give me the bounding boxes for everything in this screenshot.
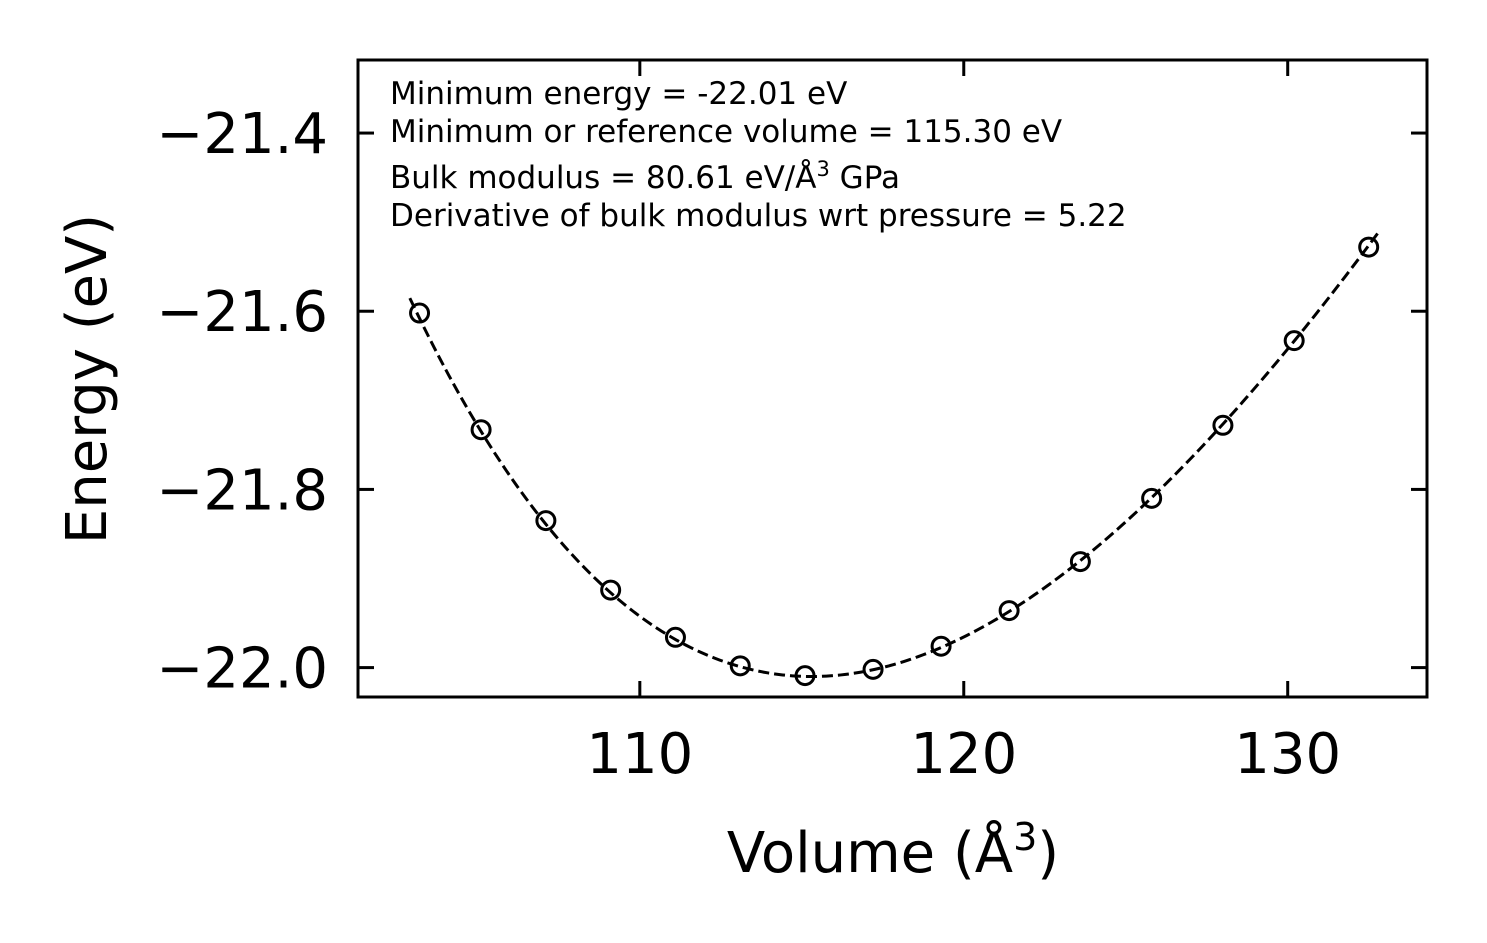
y-axis-label: Energy (eV) (55, 214, 120, 544)
plot-marks (408, 231, 1380, 687)
ticks (358, 60, 1427, 697)
annotation-ref-volume: Minimum or reference volume = 115.30 eV (390, 114, 1062, 150)
y-tick-label: −21.6 (156, 280, 328, 345)
annotation-min-energy: Minimum energy = -22.01 eV (390, 76, 847, 112)
data-point (1283, 330, 1305, 352)
plot-frame (356, 58, 1429, 699)
data-point (535, 510, 557, 532)
data-point (1141, 487, 1163, 509)
x-tick-label: 120 (910, 722, 1017, 787)
annotation-bulk-derivative: Derivative of bulk modulus wrt pressure … (390, 198, 1127, 234)
data-point (1069, 551, 1091, 573)
y-tick-label: −21.8 (156, 458, 328, 523)
x-tick-label: 110 (586, 722, 693, 787)
data-point (998, 600, 1020, 622)
data-point (470, 419, 492, 441)
x-tick-label: 130 (1234, 722, 1341, 787)
data-point (1358, 236, 1380, 258)
data-point (409, 302, 431, 324)
x-axis-label: Volume (Å3) (727, 815, 1059, 886)
data-point (729, 655, 751, 677)
data-point (1212, 414, 1234, 436)
data-point (664, 626, 686, 648)
data-point (794, 665, 816, 687)
annotation-bulk-modulus: Bulk modulus = 80.61 eV/Å3 GPa (390, 157, 900, 196)
y-tick-label: −21.4 (156, 102, 328, 167)
y-tick-label: −22.0 (156, 637, 328, 702)
data-point (862, 658, 884, 680)
data-point (930, 635, 952, 657)
tick-labels: 110 120 130 −22.0 −21.8 −21.6 −21.4 (156, 102, 1341, 787)
data-point (600, 579, 622, 601)
fit-curve (408, 231, 1380, 679)
